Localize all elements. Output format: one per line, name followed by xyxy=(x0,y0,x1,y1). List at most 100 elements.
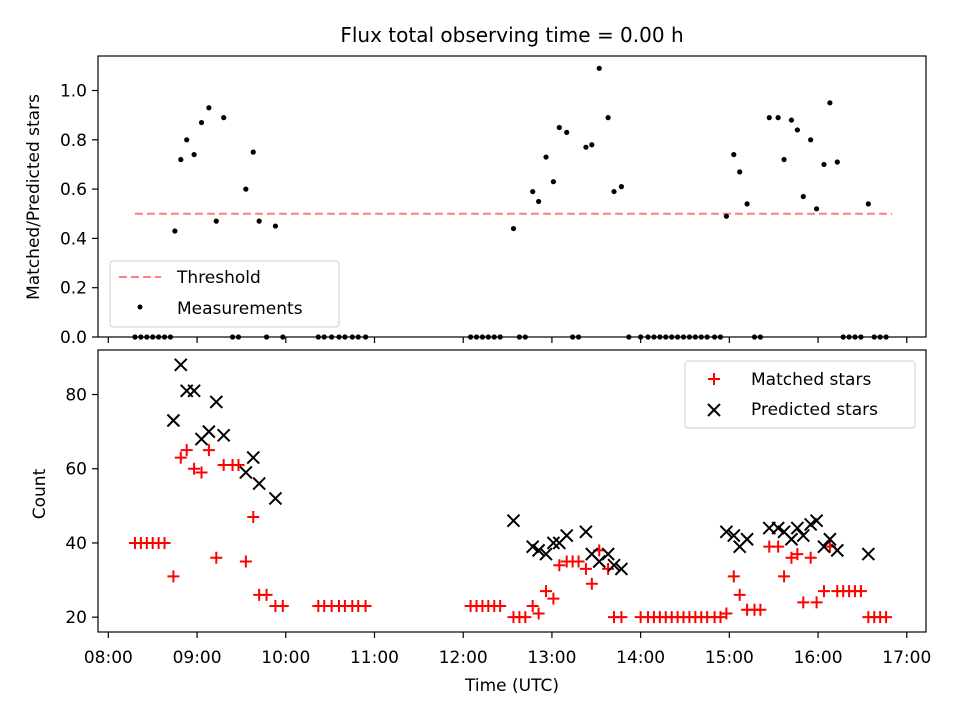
predicted-star-point xyxy=(803,517,818,532)
bottom-legend: Matched stars Predicted stars xyxy=(684,360,916,429)
measurement-point xyxy=(794,127,800,133)
measurement-point xyxy=(543,154,549,160)
matched-star-point xyxy=(210,551,223,564)
predicted-star-point xyxy=(525,539,540,554)
predicted-star-point xyxy=(506,513,521,528)
predicted-star-point xyxy=(579,525,593,539)
matched-star-point xyxy=(547,592,560,605)
predicted-star-point xyxy=(719,525,734,539)
measurement-point xyxy=(256,218,262,224)
measurement-point xyxy=(865,201,871,207)
measurement-point xyxy=(556,124,562,131)
predicted-star-point xyxy=(559,528,574,543)
measurement-point xyxy=(781,156,787,163)
matched-star-point xyxy=(772,540,785,553)
predicted-star-point xyxy=(771,521,785,535)
measurement-point xyxy=(827,100,833,106)
measurement-point xyxy=(821,161,827,168)
predicted-star-point xyxy=(174,358,188,372)
matched-star-point xyxy=(232,459,245,472)
matched-star-point xyxy=(260,588,273,601)
measurement-point xyxy=(723,213,729,219)
matched-star-point xyxy=(733,588,746,601)
matched-star-point xyxy=(810,596,823,609)
predicted-star-point xyxy=(607,558,621,572)
measurement-point xyxy=(198,119,205,126)
predicted-star-point xyxy=(202,424,216,439)
measurement-point xyxy=(530,188,536,195)
measurement-point xyxy=(611,188,617,195)
bottom-y-axis: 20 40 60 80 xyxy=(65,386,98,628)
measurement-point xyxy=(184,137,190,143)
predicted-star-point xyxy=(216,428,231,443)
bottom-y-tick-label: 80 xyxy=(65,386,87,406)
predicted-star-point xyxy=(796,528,810,543)
measurement-point xyxy=(221,115,227,121)
x-tick-label: 16:00 xyxy=(794,648,843,668)
bottom-y-tick-label: 60 xyxy=(65,460,87,480)
top-y-tick-label: 1.0 xyxy=(60,82,87,102)
top-x-axis xyxy=(107,337,908,343)
matched-star-point xyxy=(754,603,767,616)
x-tick-label: 12:00 xyxy=(439,648,488,668)
matched-star-point xyxy=(615,611,628,624)
predicted-star-point xyxy=(546,536,561,550)
top-panel: 0.0 0.2 0.4 0.6 0.8 1.0 Matched/Predicted sta… xyxy=(24,55,927,348)
top-y-tick-label: 0.4 xyxy=(60,229,87,249)
measurement-point xyxy=(583,144,589,150)
matched-star-point xyxy=(359,600,372,613)
measurement-point xyxy=(178,156,184,163)
measurement-point xyxy=(250,149,256,155)
measurement-point xyxy=(191,151,197,158)
measurements-legend-label: Measurements xyxy=(177,299,303,319)
measurement-point xyxy=(206,105,212,111)
x-tick-label: 13:00 xyxy=(527,648,576,668)
top-y-tick-label: 0.0 xyxy=(60,328,87,348)
matched-star-point xyxy=(572,555,585,568)
x-tick-label: 17:00 xyxy=(882,648,931,668)
matched-star-point xyxy=(174,451,187,464)
matched-star-point xyxy=(532,607,545,620)
predicted-star-point xyxy=(252,476,266,491)
x-tick-label: 08:00 xyxy=(84,648,133,668)
predicted-star-point xyxy=(790,521,805,535)
top-y-tick-label: 0.6 xyxy=(60,180,87,200)
bottom-y-tick-label: 40 xyxy=(65,534,87,554)
x-tick-label: 14:00 xyxy=(616,648,665,668)
matched-star-point xyxy=(540,585,553,598)
top-y-tick-label: 0.2 xyxy=(60,279,87,299)
x-axis-label: Time (UTC) xyxy=(464,676,559,696)
matched-star-point xyxy=(804,551,817,564)
top-y-axis: 0.0 0.2 0.4 0.6 0.8 1.0 xyxy=(60,82,98,348)
predicted-star-point xyxy=(209,395,223,409)
bottom-y-axis-label: Count xyxy=(30,468,50,519)
predicted-star-point xyxy=(740,532,754,546)
predicted-legend-swatch xyxy=(707,403,721,417)
measurement-point xyxy=(589,142,595,148)
matched-star-point xyxy=(188,462,201,475)
measurement-point xyxy=(272,223,279,229)
predicted-star-point xyxy=(601,547,615,561)
matched-star-point xyxy=(797,596,810,609)
measurement-point xyxy=(788,117,795,123)
matched-star-point xyxy=(247,510,260,523)
bottom-y-tick-label: 20 xyxy=(65,608,87,628)
threshold-legend-label: Threshold xyxy=(176,268,261,288)
measurement-point xyxy=(766,115,772,121)
matched-star-point xyxy=(791,548,804,561)
measurement-point xyxy=(596,65,602,71)
x-tick-label: 11:00 xyxy=(350,648,399,668)
matched-star-point xyxy=(817,585,830,598)
x-tick-label: 15:00 xyxy=(705,648,754,668)
matched-star-point xyxy=(180,444,193,457)
measurement-point xyxy=(172,228,178,234)
x-tick-label: 10:00 xyxy=(261,648,310,668)
measurement-point xyxy=(213,218,219,224)
matched-star-point xyxy=(579,562,592,575)
bottom-plot-area xyxy=(128,358,893,624)
bottom-x-axis: 08:00 09:00 10:00 11:00 12:00 13:00 14:00 15:00… xyxy=(84,632,931,668)
predicted-star-point xyxy=(239,465,253,480)
predicted-star-point xyxy=(539,547,553,561)
matched-star-point xyxy=(202,444,215,457)
